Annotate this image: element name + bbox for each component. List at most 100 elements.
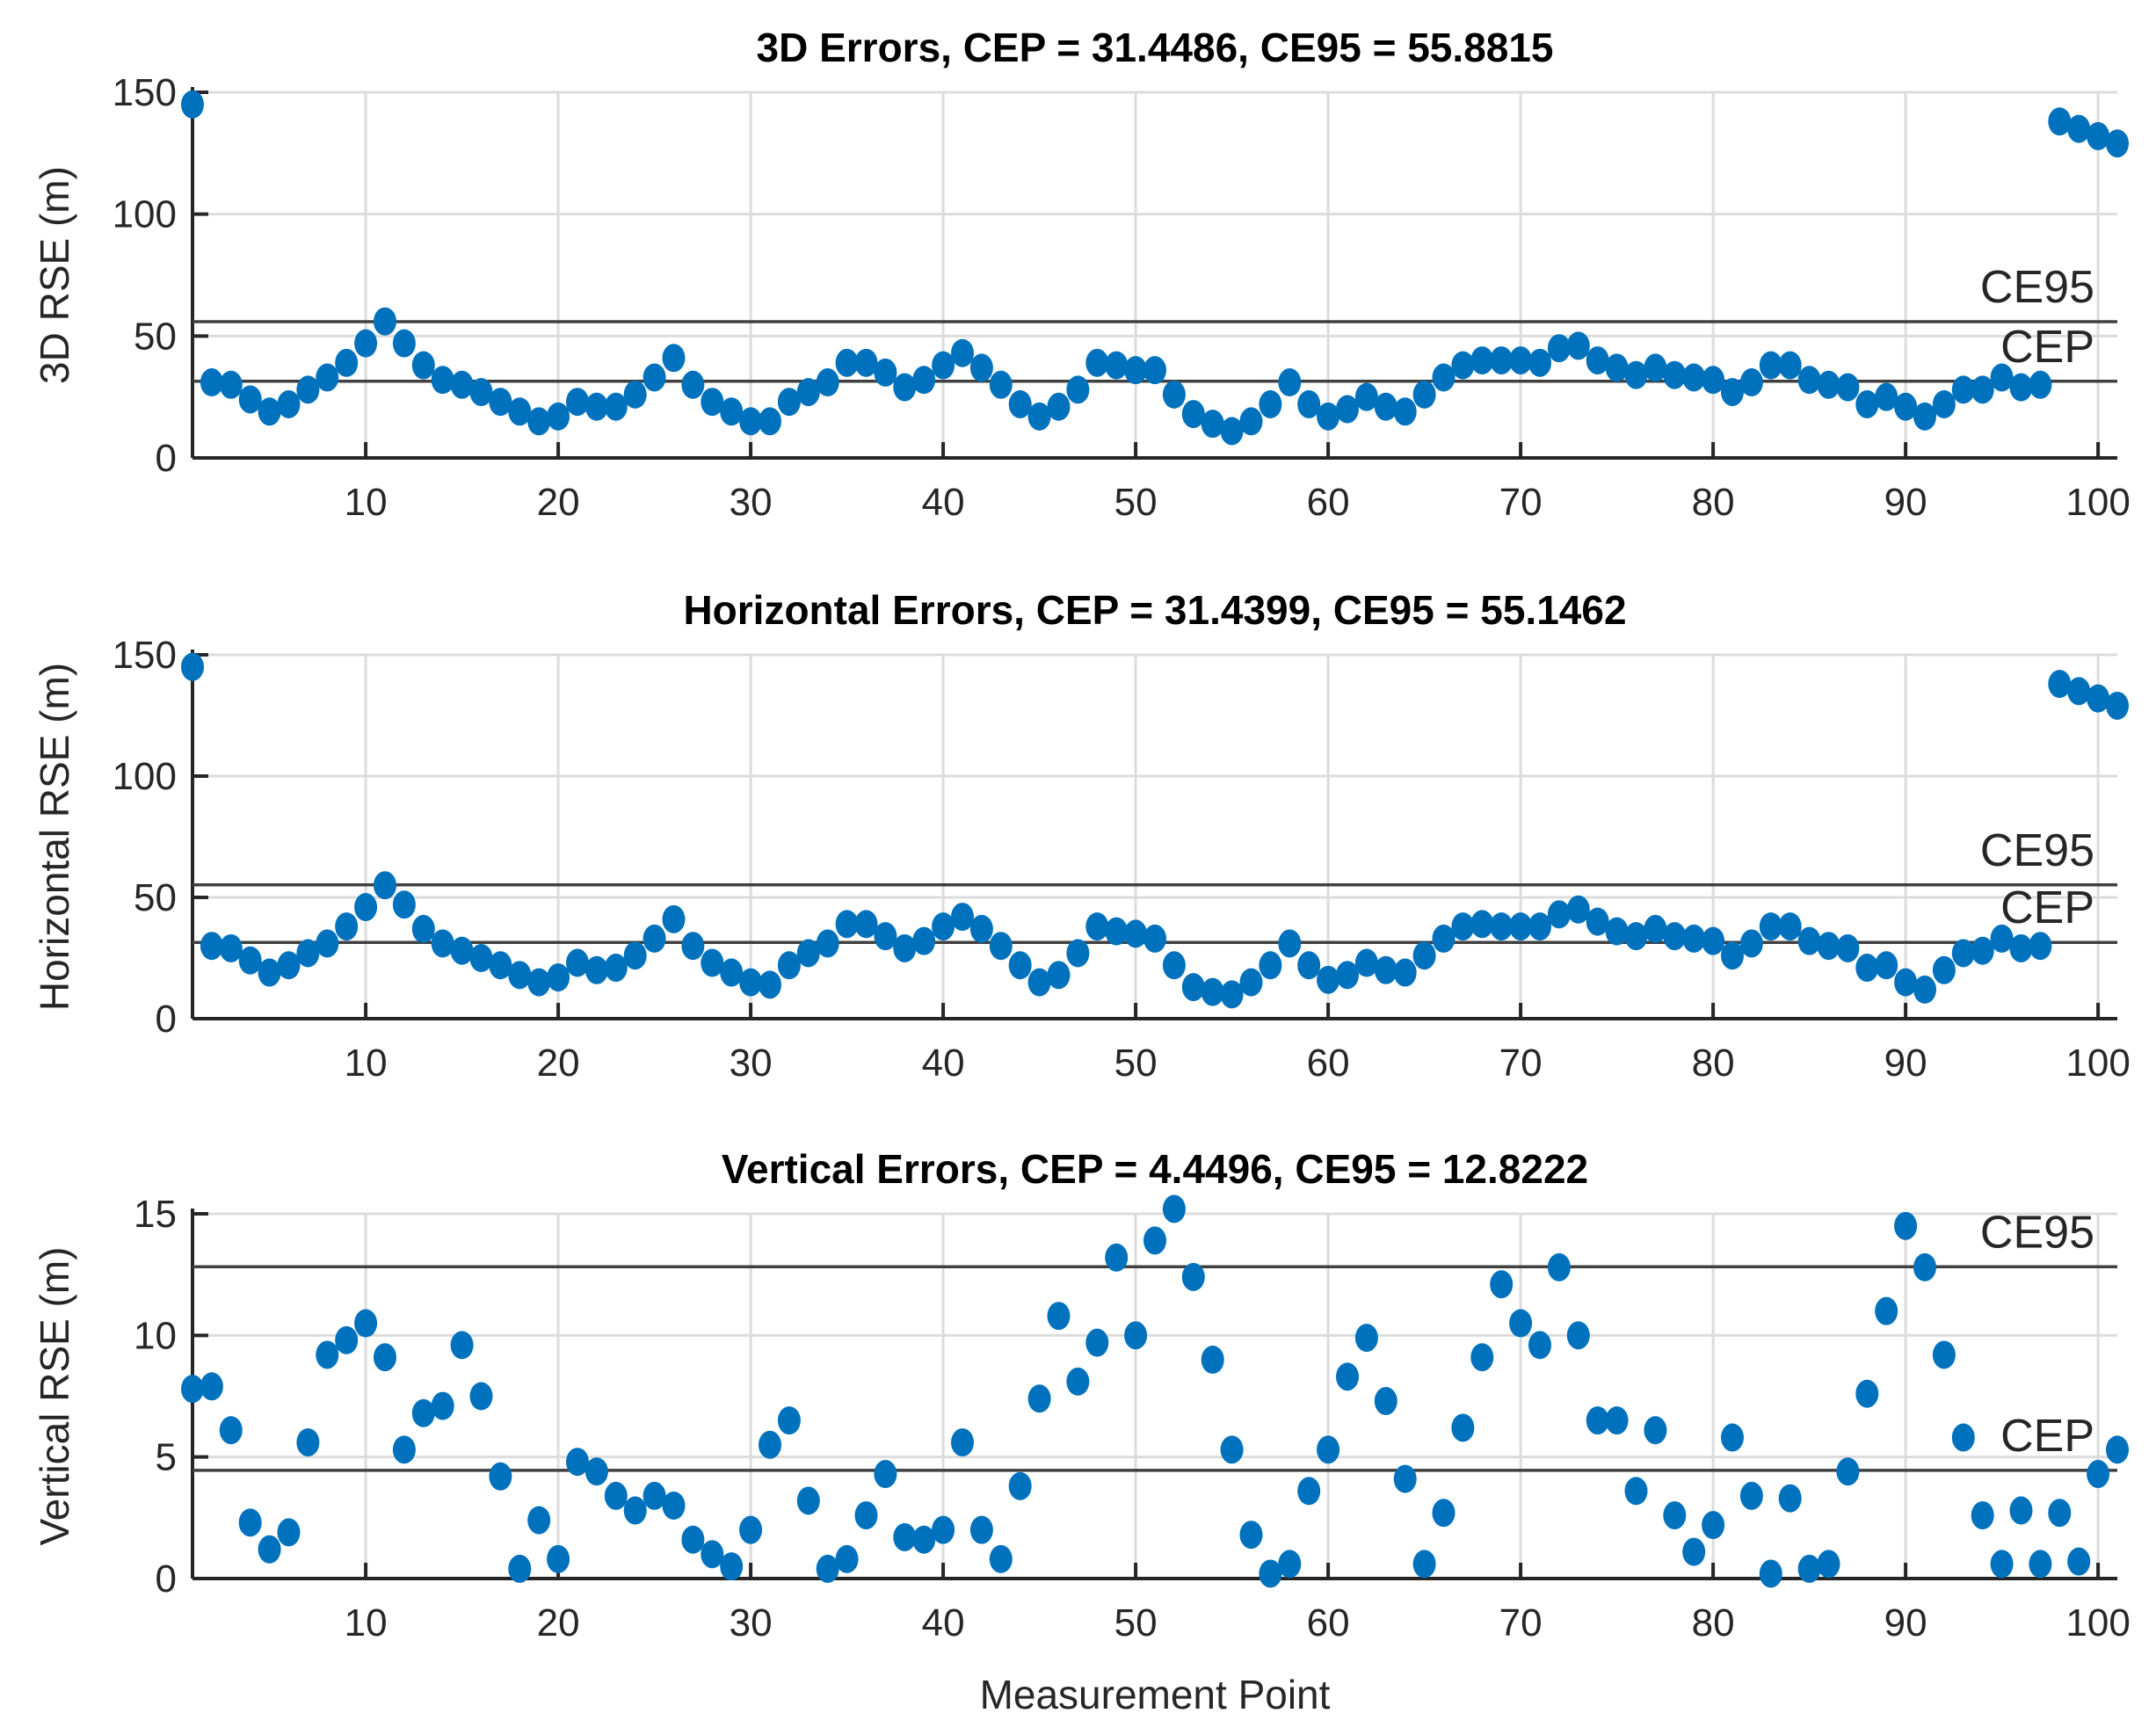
- data-point: [1797, 366, 1821, 395]
- y-tick-label: 50: [134, 876, 177, 919]
- data-point: [1412, 380, 1436, 409]
- data-point: [893, 373, 917, 402]
- data-point: [1393, 958, 1417, 987]
- data-point: [431, 366, 454, 395]
- reference-label-ce95: CE95: [1980, 262, 2094, 313]
- data-point: [1566, 895, 1590, 924]
- data-point: [1894, 392, 1918, 421]
- data-point: [584, 392, 608, 421]
- data-point: [584, 955, 608, 984]
- data-point: [508, 1554, 532, 1583]
- data-point: [720, 1552, 744, 1581]
- data-point: [1855, 954, 1879, 983]
- data-point: [1297, 951, 1321, 980]
- data-point: [431, 1391, 454, 1420]
- data-point: [1778, 1484, 1802, 1513]
- data-point: [989, 932, 1013, 961]
- x-tick-label: 10: [345, 1601, 388, 1644]
- data-point: [1971, 936, 1994, 965]
- data-point: [1721, 1423, 1744, 1452]
- x-tick-label: 50: [1114, 1042, 1158, 1085]
- data-point: [720, 397, 744, 426]
- data-point: [951, 338, 974, 367]
- x-tick-label: 20: [537, 1042, 580, 1085]
- data-point: [219, 933, 243, 962]
- data-point: [238, 385, 262, 414]
- data-point: [316, 929, 339, 958]
- x-tick-label: 70: [1499, 481, 1543, 524]
- data-point: [181, 1375, 204, 1404]
- data-point: [1085, 912, 1109, 941]
- data-point: [354, 329, 378, 358]
- x-tick-label: 60: [1307, 481, 1350, 524]
- data-point: [1951, 375, 1975, 404]
- data-point: [1605, 1406, 1629, 1435]
- data-point: [2009, 933, 2033, 962]
- data-point: [1490, 346, 1514, 375]
- data-point: [912, 926, 936, 955]
- data-point: [912, 1525, 936, 1554]
- data-point: [1027, 968, 1051, 997]
- data-point: [1913, 975, 1936, 1004]
- x-axis-label: Measurement Point: [980, 1672, 1331, 1717]
- data-point: [566, 388, 589, 417]
- data-point: [623, 941, 647, 970]
- data-point: [816, 1554, 839, 1583]
- data-point: [642, 1481, 666, 1510]
- data-point: [835, 348, 859, 377]
- data-point: [2087, 684, 2110, 713]
- y-tick-label: 0: [156, 1557, 177, 1601]
- data-point: [1278, 1550, 1302, 1579]
- data-point: [2009, 1496, 2033, 1525]
- data-point: [912, 366, 936, 395]
- data-point: [1836, 373, 1860, 402]
- data-point: [1259, 1559, 1282, 1588]
- data-point: [1932, 1340, 1956, 1369]
- data-point: [969, 914, 993, 943]
- data-point: [1143, 356, 1166, 385]
- data-point: [1586, 346, 1609, 375]
- x-tick-label: 40: [922, 1601, 965, 1644]
- data-point: [759, 1430, 781, 1459]
- data-point: [604, 1481, 628, 1510]
- data-point: [1317, 1435, 1340, 1464]
- y-tick-label: 50: [134, 315, 177, 358]
- data-point: [392, 890, 416, 919]
- data-point: [796, 1486, 820, 1515]
- data-point: [258, 1535, 281, 1564]
- data-point: [759, 407, 781, 436]
- chart-title: 3D Errors, CEP = 31.4486, CE95 = 55.8815: [757, 25, 1554, 70]
- data-point: [1586, 907, 1609, 936]
- data-point: [1239, 968, 1263, 997]
- data-point: [1105, 917, 1129, 946]
- data-point: [2067, 114, 2091, 143]
- reference-label-cep: CEP: [2000, 322, 2094, 373]
- data-point: [1759, 351, 1782, 380]
- data-point: [2067, 1547, 2091, 1576]
- data-point: [1066, 1367, 1090, 1396]
- data-point: [951, 903, 974, 932]
- data-point: [1432, 924, 1455, 953]
- data-point: [489, 1462, 512, 1491]
- data-point: [1644, 914, 1667, 943]
- data-point: [181, 90, 204, 119]
- data-point: [354, 1309, 378, 1338]
- data-point: [354, 893, 378, 922]
- data-point: [200, 932, 223, 961]
- data-point: [1143, 1226, 1166, 1255]
- data-point: [1201, 1346, 1224, 1374]
- data-point: [701, 948, 724, 977]
- data-point: [1797, 926, 1821, 955]
- y-axis-label: Vertical RSE (m): [32, 1247, 77, 1546]
- subplot-2: 10 20 30 40 50 60 70 80 90 100 0 50 100 150 CE95 CEP Hor…: [32, 587, 2131, 1085]
- data-point: [874, 1460, 897, 1489]
- reference-label-cep: CEP: [2000, 882, 2094, 933]
- data-point: [1778, 912, 1802, 941]
- data-point: [1605, 917, 1629, 946]
- x-tick-label: 20: [537, 1601, 580, 1644]
- data-point: [1547, 334, 1571, 363]
- data-point: [1047, 392, 1071, 421]
- data-point: [277, 389, 301, 418]
- data-point: [874, 358, 897, 387]
- data-point: [2087, 1460, 2110, 1489]
